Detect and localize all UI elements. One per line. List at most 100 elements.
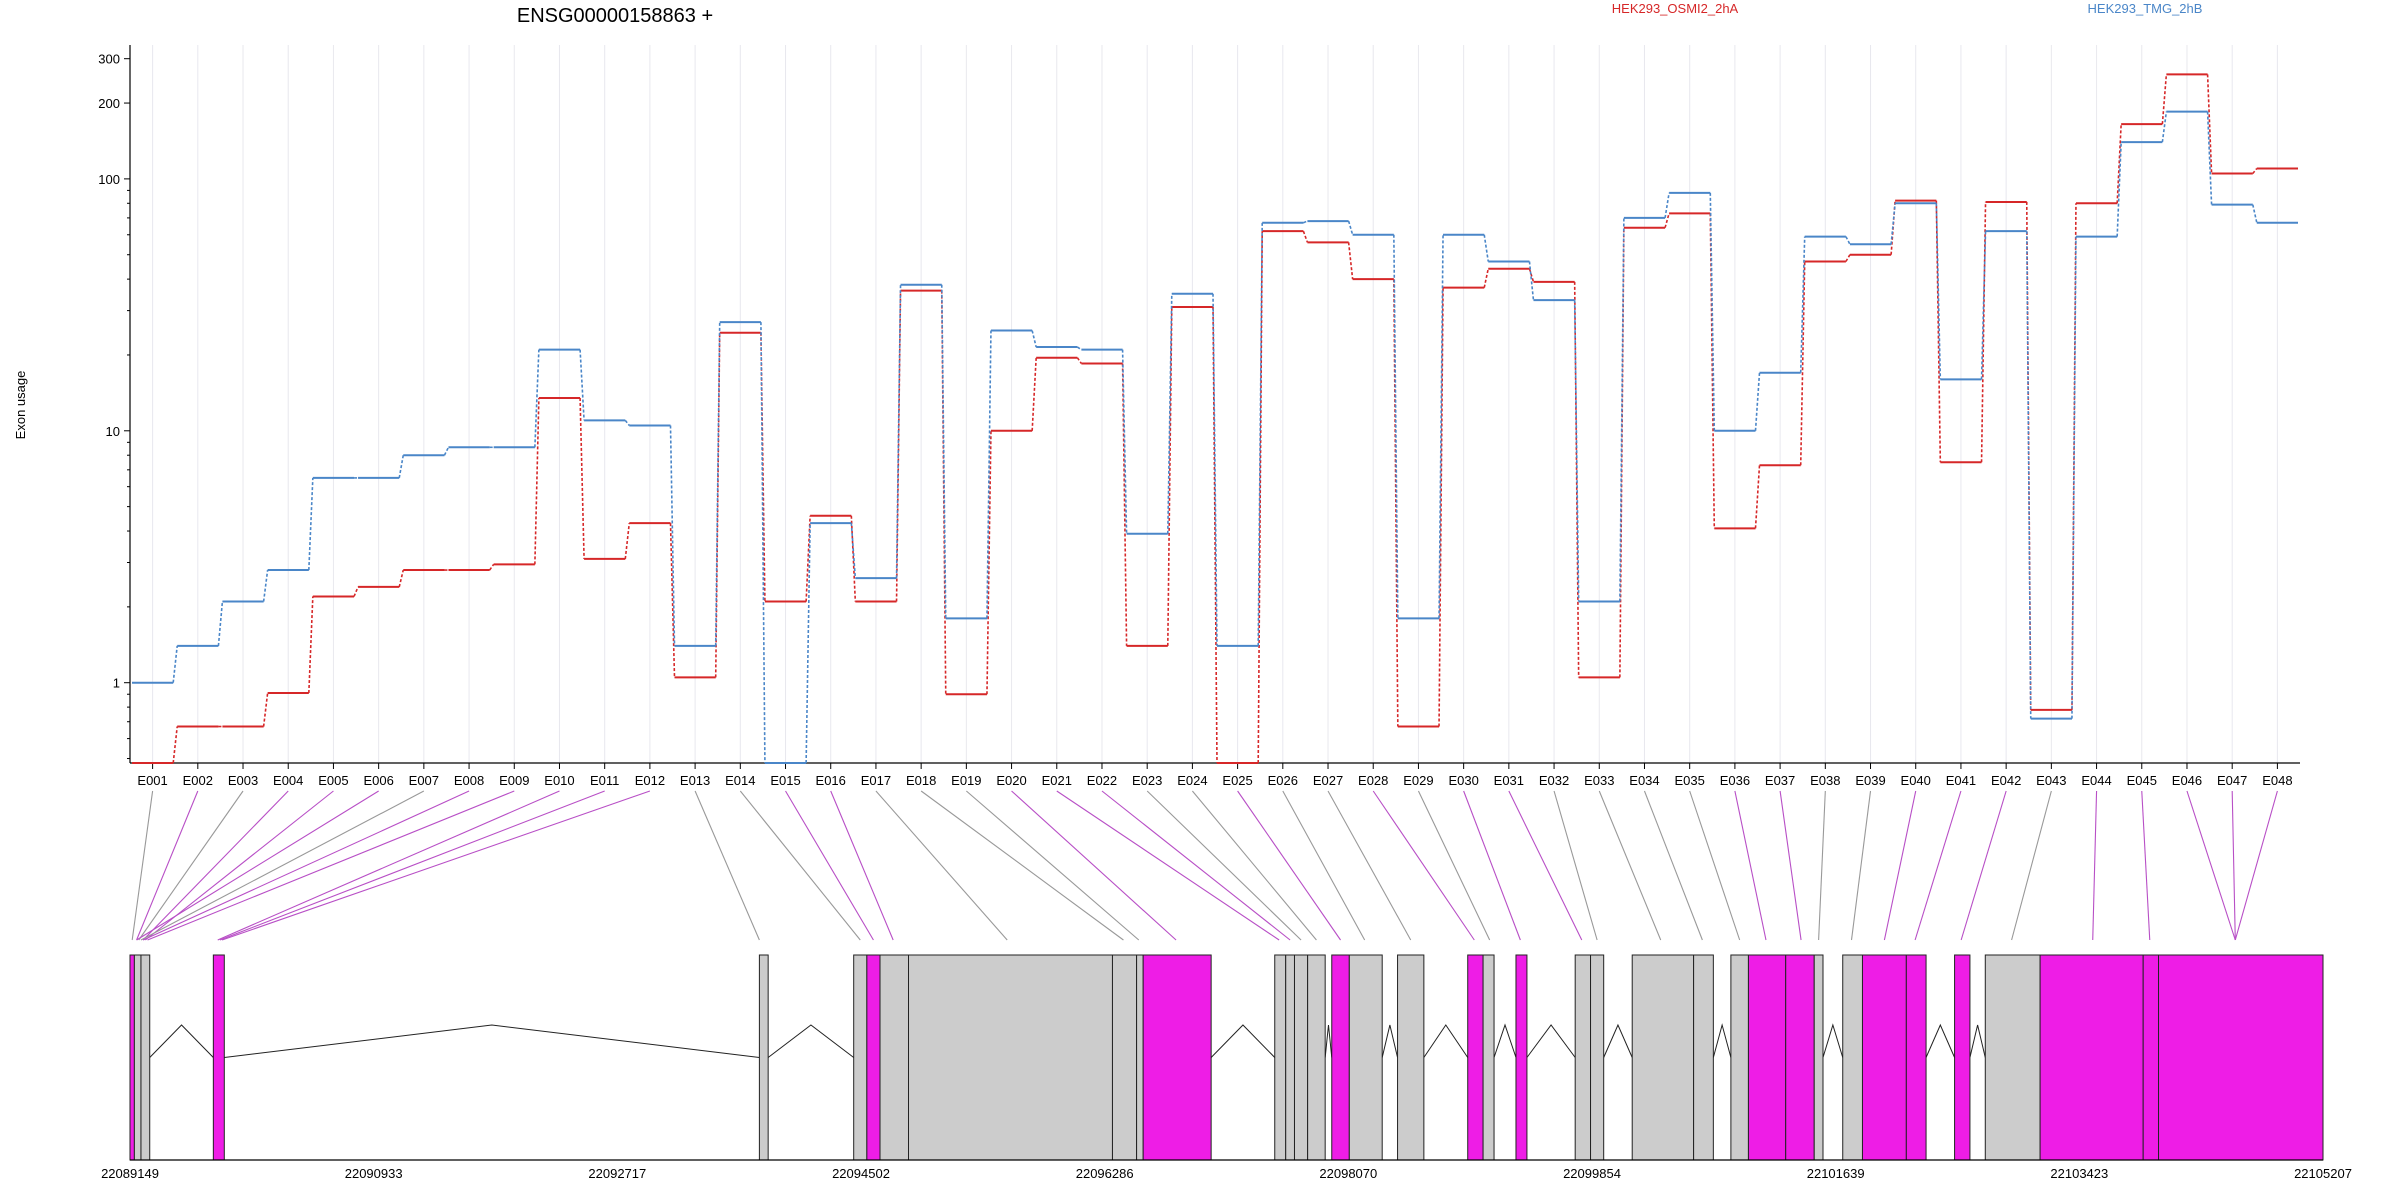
- x-tick-label: E030: [1448, 773, 1478, 788]
- exon-connector: [1553, 790, 1598, 941]
- series-connector: [624, 523, 631, 560]
- highlighted-exon: [1785, 954, 1815, 1161]
- series-connector: [1212, 293, 1218, 646]
- highlighted-exon: [2039, 954, 2144, 1161]
- series-connector: [1573, 300, 1580, 602]
- exon-connector: [875, 790, 1008, 941]
- series-connector: [534, 397, 540, 565]
- series-connector: [1438, 234, 1444, 619]
- x-tick-label: E001: [137, 773, 167, 788]
- series-connector: [1935, 200, 1942, 463]
- series-connector: [1619, 217, 1625, 602]
- x-tick-label: E003: [228, 773, 258, 788]
- intron-line: [1712, 1023, 1732, 1058]
- x-tick-label: E012: [635, 773, 665, 788]
- exon-block: [1397, 954, 1425, 1161]
- x-tick-label: E036: [1720, 773, 1750, 788]
- exon-block: [1482, 954, 1495, 1161]
- x-tick-label: E034: [1629, 773, 1659, 788]
- chart-title: ENSG00000158863 +: [517, 5, 713, 27]
- highlighted-exon: [1905, 954, 1927, 1161]
- y-tick-label: 300: [98, 52, 120, 67]
- series-connector: [534, 349, 540, 448]
- series-connector: [2252, 204, 2258, 223]
- intron-line: [1493, 1023, 1517, 1058]
- x-tick-label: E019: [951, 773, 981, 788]
- exon-connector: [1237, 790, 1341, 941]
- y-axis-label: Exon usage: [13, 371, 28, 440]
- series-connector: [262, 569, 269, 602]
- highlighted-exon: [2158, 954, 2324, 1161]
- exon-block: [1111, 954, 1138, 1161]
- series-connector: [579, 349, 585, 421]
- x-tick-label: E018: [906, 773, 936, 788]
- exon-connector: [1011, 790, 1177, 941]
- exon-block: [908, 954, 1113, 1161]
- series-connector: [1393, 279, 1399, 727]
- x-tick-label: E015: [770, 773, 800, 788]
- exon-block: [133, 954, 142, 1161]
- exon-connector: [1850, 790, 1872, 941]
- series-a: [132, 73, 2298, 764]
- series-connector: [172, 645, 179, 683]
- x-tick-label: E033: [1584, 773, 1614, 788]
- exon-connector: [694, 790, 760, 941]
- legend-series-b: HEK293_TMG_2hB: [2088, 1, 2203, 16]
- x-tick-label: E040: [1901, 773, 1931, 788]
- intron-line: [1423, 1024, 1469, 1058]
- series-connector: [489, 563, 495, 571]
- exon-connector: [136, 790, 199, 941]
- series-connector: [805, 515, 811, 602]
- exon-block: [1136, 954, 1144, 1161]
- y-tick-label: 10: [106, 424, 120, 439]
- coordinate-label: 22089149: [101, 1166, 159, 1181]
- x-tick-label: E023: [1132, 773, 1162, 788]
- exon-connector: [219, 790, 605, 941]
- exon-block: [1285, 954, 1295, 1161]
- series-connector: [2206, 74, 2213, 174]
- highlighted-exon: [1467, 954, 1484, 1161]
- series-connector: [1302, 230, 1309, 243]
- x-tick-label: E048: [2262, 773, 2292, 788]
- exon-connector: [142, 790, 470, 941]
- series-connector: [1664, 192, 1670, 219]
- exon-block: [1631, 954, 1695, 1161]
- exon-connector: [142, 790, 289, 941]
- exon-block: [1293, 954, 1309, 1161]
- series-connector: [2025, 231, 2032, 719]
- series-connector: [172, 726, 179, 764]
- highlighted-exon: [2142, 954, 2160, 1161]
- highlighted-exon: [1515, 954, 1528, 1161]
- exon-block: [1730, 954, 1749, 1161]
- series-connector: [443, 446, 450, 456]
- exon-connector: [2234, 790, 2278, 941]
- x-tick-label: E039: [1855, 773, 1885, 788]
- x-tick-label: E002: [183, 773, 213, 788]
- exon-connector: [1327, 790, 1412, 941]
- exon-connector: [1146, 790, 1302, 941]
- exon-block: [1307, 954, 1326, 1161]
- exon-connector: [739, 790, 861, 941]
- series-connector: [308, 477, 314, 571]
- exon-connector: [138, 790, 244, 941]
- x-tick-label: E047: [2217, 773, 2247, 788]
- series-connector: [1845, 254, 1851, 262]
- exon-connector: [830, 790, 894, 941]
- intron-line: [1969, 1024, 1986, 1058]
- series-connector: [1799, 261, 1806, 466]
- exon-connector: [785, 790, 874, 941]
- exon-connector: [1689, 790, 1741, 941]
- exon-connector: [1914, 790, 1962, 941]
- exon-connector: [2011, 790, 2052, 941]
- x-tick-label: E005: [318, 773, 348, 788]
- x-tick-label: E038: [1810, 773, 1840, 788]
- highlighted-exon: [1861, 954, 1907, 1161]
- x-tick-label: E004: [273, 773, 303, 788]
- exon-connector: [140, 790, 425, 941]
- x-tick-label: E029: [1403, 773, 1433, 788]
- x-tick-label: E031: [1494, 773, 1524, 788]
- highlighted-exon: [1331, 954, 1350, 1161]
- series-connector: [1664, 213, 1670, 228]
- intron-line: [1324, 1024, 1333, 1058]
- intron-line: [224, 1024, 760, 1058]
